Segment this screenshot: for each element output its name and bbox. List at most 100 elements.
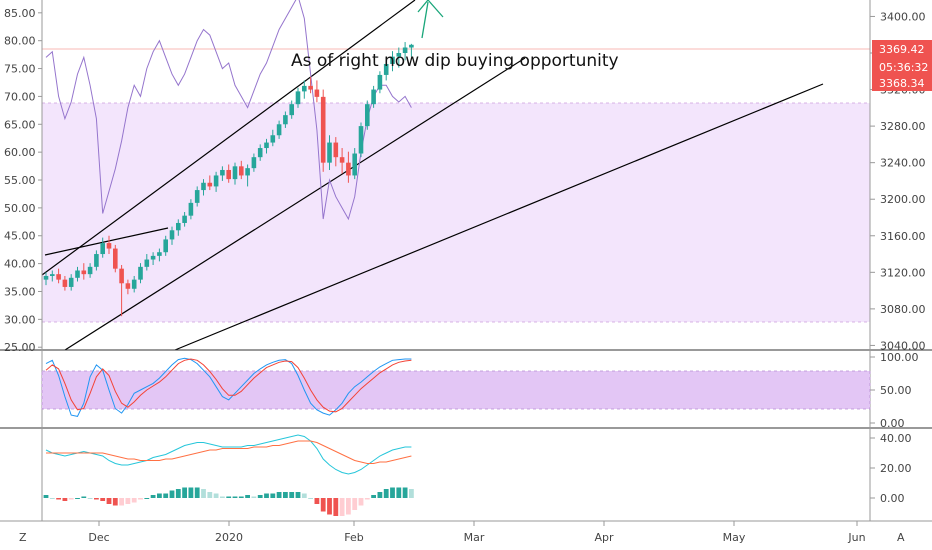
macd-histogram-bar	[333, 498, 339, 516]
candle-body	[188, 202, 194, 216]
candle-body	[43, 275, 49, 280]
zoom-button[interactable]: Z	[19, 531, 27, 544]
macd-histogram-bar	[364, 498, 370, 500]
macd-histogram-bar	[81, 496, 87, 498]
candle-body	[50, 274, 55, 276]
candle-body	[182, 215, 187, 223]
countdown-badge	[872, 57, 932, 75]
candle-body	[383, 63, 389, 75]
signal-line	[46, 440, 412, 464]
macd-histogram-bar	[68, 498, 74, 500]
price-tick-label: 3120.00	[880, 266, 926, 279]
macd-histogram-bar	[245, 495, 250, 498]
candle-body	[352, 153, 357, 176]
candle-body	[270, 135, 276, 143]
macd-histogram-bar	[119, 498, 124, 506]
osc-tick-label: 55.00	[4, 174, 36, 187]
candle-body	[201, 182, 206, 191]
candle-body	[106, 243, 112, 249]
time-tick-label: Dec	[88, 531, 109, 544]
macd-histogram-bar	[201, 489, 206, 498]
candle-body	[213, 175, 219, 187]
macd-histogram-bar	[308, 498, 313, 499]
candle-body	[245, 168, 250, 176]
macd-histogram-bar	[377, 492, 383, 498]
macd-histogram-bar	[138, 498, 143, 500]
osc-tick-label: 35.00	[4, 285, 36, 298]
price-panel[interactable]: As of right now dip buying opportunity	[41, 0, 871, 351]
macd-histogram-bar	[106, 498, 112, 504]
price-tick-label: 3080.00	[880, 303, 926, 316]
price-tick-label: 3280.00	[880, 120, 926, 133]
macd-tick-label: 20.00	[880, 462, 912, 475]
candle-body	[163, 239, 168, 253]
macd-histogram-bar	[220, 496, 225, 498]
macd-histogram-bar	[251, 496, 257, 498]
candle-body	[314, 89, 320, 97]
time-tick-label: 2020	[215, 531, 243, 544]
macd-panel[interactable]	[43, 434, 414, 516]
arrow-annotation	[417, 0, 444, 39]
macd-histogram-bar	[264, 493, 269, 498]
candle-body	[131, 279, 137, 289]
osc-tick-label: 30.00	[4, 313, 36, 326]
macd-histogram-bar	[175, 489, 181, 498]
candlesticks	[43, 42, 414, 317]
macd-histogram-bar	[56, 498, 61, 500]
macd-histogram	[43, 487, 414, 516]
time-tick-label: Feb	[344, 531, 363, 544]
candle-body	[371, 89, 376, 105]
countdown-text: 05:36:32	[879, 61, 928, 74]
candle-body	[125, 283, 131, 289]
candle-body	[87, 266, 93, 275]
candle-body	[226, 169, 231, 180]
stoch-tick-label: 50.00	[880, 384, 912, 397]
oscillator-axis-left: 85.00 80.00 75.00 70.00 65.00 60.00 55.00 50.00…	[4, 7, 42, 354]
macd-histogram-bar	[75, 498, 80, 499]
candle-body	[302, 85, 307, 92]
candle-body	[56, 274, 61, 280]
osc-tick-label: 40.00	[4, 258, 36, 271]
price-oscillator-line	[45, 0, 412, 221]
candle-body	[333, 142, 339, 158]
macd-histogram-bar	[62, 498, 68, 501]
price-tick-label: 3400.00	[880, 10, 926, 23]
macd-histogram-bar	[352, 498, 358, 510]
candle-body	[365, 104, 370, 127]
auto-scale-button[interactable]: A	[897, 531, 905, 544]
macd-histogram-bar	[358, 498, 364, 506]
candle-body	[320, 96, 326, 163]
candle-body	[295, 91, 301, 105]
macd-histogram-bar	[213, 493, 219, 498]
candle-body	[113, 248, 118, 269]
macd-line	[45, 434, 412, 475]
macd-histogram-bar	[346, 498, 351, 515]
candle-body	[276, 124, 282, 136]
candle-body	[239, 166, 244, 176]
candle-body	[358, 126, 364, 154]
candle-body	[339, 157, 345, 163]
annotation-text: As of right now dip buying opportunity	[291, 51, 619, 71]
macd-histogram-bar	[396, 487, 402, 498]
time-axis[interactable]: Dec 2020 Feb Mar Apr May Jun	[88, 521, 866, 544]
candle-body	[100, 243, 105, 255]
candle-body	[402, 47, 408, 54]
macd-histogram-bar	[383, 489, 389, 498]
candle-body	[289, 104, 294, 116]
macd-histogram-bar	[289, 492, 295, 498]
osc-tick-label: 45.00	[4, 230, 36, 243]
candle-body	[62, 279, 68, 287]
candle-body	[75, 270, 80, 278]
trend-lines	[41, 0, 824, 351]
candle-body	[232, 166, 238, 180]
macd-histogram-bar	[194, 487, 200, 498]
macd-histogram-bar	[43, 495, 49, 498]
macd-histogram-bar	[276, 492, 282, 498]
macd-histogram-bar	[232, 496, 238, 498]
time-tick-label: May	[723, 531, 746, 544]
macd-histogram-bar	[182, 487, 187, 498]
stochastic-panel[interactable]	[41, 357, 871, 417]
candle-body	[283, 115, 288, 125]
trend-line-channel-upper	[41, 0, 416, 276]
